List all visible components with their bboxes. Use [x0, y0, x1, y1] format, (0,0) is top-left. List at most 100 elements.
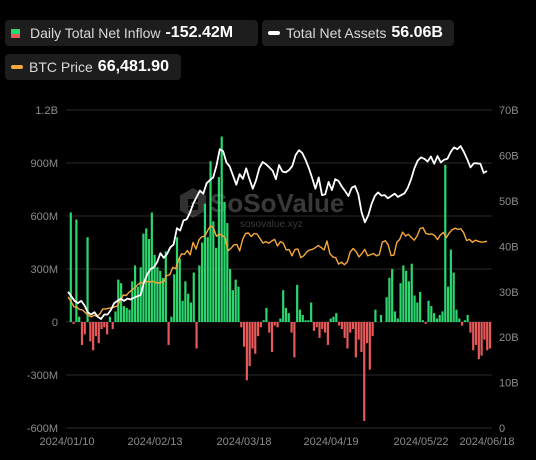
left-tick-label: -600M — [27, 423, 58, 435]
inflow-bar — [254, 322, 257, 354]
inflow-bar — [469, 322, 472, 333]
inflow-bar — [251, 322, 254, 349]
inflow-bar — [103, 322, 106, 328]
inflow-bar — [248, 322, 251, 367]
inflow-bar — [466, 314, 469, 322]
inflow-bar — [433, 313, 436, 322]
inflow-bar — [446, 286, 450, 322]
inflow-bar — [441, 311, 444, 322]
inflow-bar — [438, 314, 441, 322]
inflow-bar — [324, 322, 327, 333]
inflow-bar — [212, 221, 215, 322]
inflow-bar — [206, 237, 209, 322]
inflow-bar — [198, 265, 201, 322]
inflow-bar — [335, 313, 338, 322]
x-tick-label: 2024/06/18 — [459, 436, 514, 448]
left-tick-label: 300M — [30, 264, 58, 276]
right-tick-label: 0 — [499, 423, 505, 435]
inflow-bar — [128, 309, 131, 322]
left-tick-label: 900M — [30, 158, 58, 170]
inflow-bar — [340, 322, 343, 330]
inflow-bar — [365, 322, 369, 344]
right-axis-ticks: 70B 60B 50B 40B 30B 20B 10B 0 — [499, 105, 519, 435]
inflow-bar — [150, 212, 153, 322]
inflow-bar — [201, 242, 204, 322]
inflow-bar — [483, 322, 486, 340]
inflow-bar — [217, 177, 221, 322]
inflow-bar — [343, 322, 346, 338]
left-tick-label: -300M — [27, 370, 58, 382]
inflow-bar — [131, 281, 134, 322]
inflow-bar — [402, 265, 405, 322]
legend-assets[interactable]: Total Net Assets 56.06B — [262, 20, 454, 46]
inflow-bar — [460, 322, 464, 326]
x-tick-label: 2024/03/18 — [216, 436, 271, 448]
inflow-bar — [161, 277, 165, 322]
inflow-bar — [226, 223, 229, 322]
inflow-bar — [215, 247, 218, 322]
inflow-bar — [97, 322, 100, 344]
inflow-bar — [72, 322, 75, 324]
inflow-bar — [399, 283, 402, 322]
inflow-bar — [391, 269, 394, 322]
inflow-bar — [159, 270, 162, 322]
inflow-bar — [156, 267, 159, 322]
inflow-bar — [354, 322, 357, 358]
right-tick-label: 20B — [499, 332, 519, 344]
watermark-url: sosovalue.xyz — [240, 219, 303, 230]
inflow-bar — [276, 322, 279, 328]
inflow-bar — [153, 254, 156, 322]
inflow-bar — [304, 320, 307, 322]
legend-btc[interactable]: BTC Price 66,481.90 — [5, 54, 181, 80]
inflow-bar — [181, 300, 184, 322]
inflow-bar — [279, 318, 282, 322]
inflow-swatch-icon — [11, 28, 20, 38]
inflow-bar — [237, 286, 240, 322]
inflow-bar — [444, 164, 447, 322]
inflow-bar — [268, 322, 271, 333]
inflow-bar — [89, 322, 92, 342]
legend-inflow[interactable]: Daily Total Net Inflow -152.42M — [5, 20, 258, 46]
x-tick-label: 2024/01/10 — [39, 436, 94, 448]
inflow-bar — [234, 279, 237, 322]
inflow-bar — [282, 290, 285, 322]
inflow-bar — [368, 322, 371, 370]
inflow-bar — [192, 272, 195, 322]
inflow-bar — [296, 284, 299, 322]
inflow-bar — [242, 322, 246, 347]
inflow-bar — [287, 313, 290, 322]
x-axis-ticks: 2024/01/10 2024/02/13 2024/03/18 2024/04/19… — [39, 436, 514, 448]
inflow-bar — [164, 251, 167, 322]
grid-lines — [66, 109, 492, 429]
inflow-bar — [455, 309, 458, 322]
inflow-bar — [332, 316, 335, 322]
inflow-bar — [189, 302, 193, 322]
inflow-bar — [184, 281, 187, 322]
right-tick-label: 70B — [499, 105, 519, 117]
inflow-bar — [111, 322, 114, 330]
inflow-bar — [430, 306, 433, 322]
left-tick-label: 600M — [30, 211, 58, 223]
inflow-bar — [486, 322, 489, 351]
inflow-bar — [419, 291, 422, 322]
inflow-bar — [175, 237, 179, 322]
inflow-bar — [405, 270, 408, 322]
inflow-bar — [310, 302, 313, 322]
legend-btc-label: BTC Price — [29, 59, 93, 75]
inflow-bar — [92, 322, 95, 351]
inflow-bar — [290, 322, 293, 333]
inflow-bar — [259, 322, 262, 328]
left-axis-ticks: 1.2B 900M 600M 300M 0 -300M -600M — [27, 105, 58, 435]
inflow-bar — [75, 219, 78, 322]
inflow-bar — [94, 322, 98, 337]
inflow-bar — [125, 307, 128, 322]
inflow-bar — [474, 322, 478, 345]
inflow-bar — [262, 320, 265, 322]
inflow-bar — [293, 322, 296, 358]
legend-btc-value: 66,481.90 — [97, 58, 169, 75]
inflow-bar — [122, 306, 125, 322]
inflow-bar — [106, 322, 109, 335]
btc-swatch-icon — [11, 65, 23, 69]
inflow-bar — [477, 322, 480, 360]
